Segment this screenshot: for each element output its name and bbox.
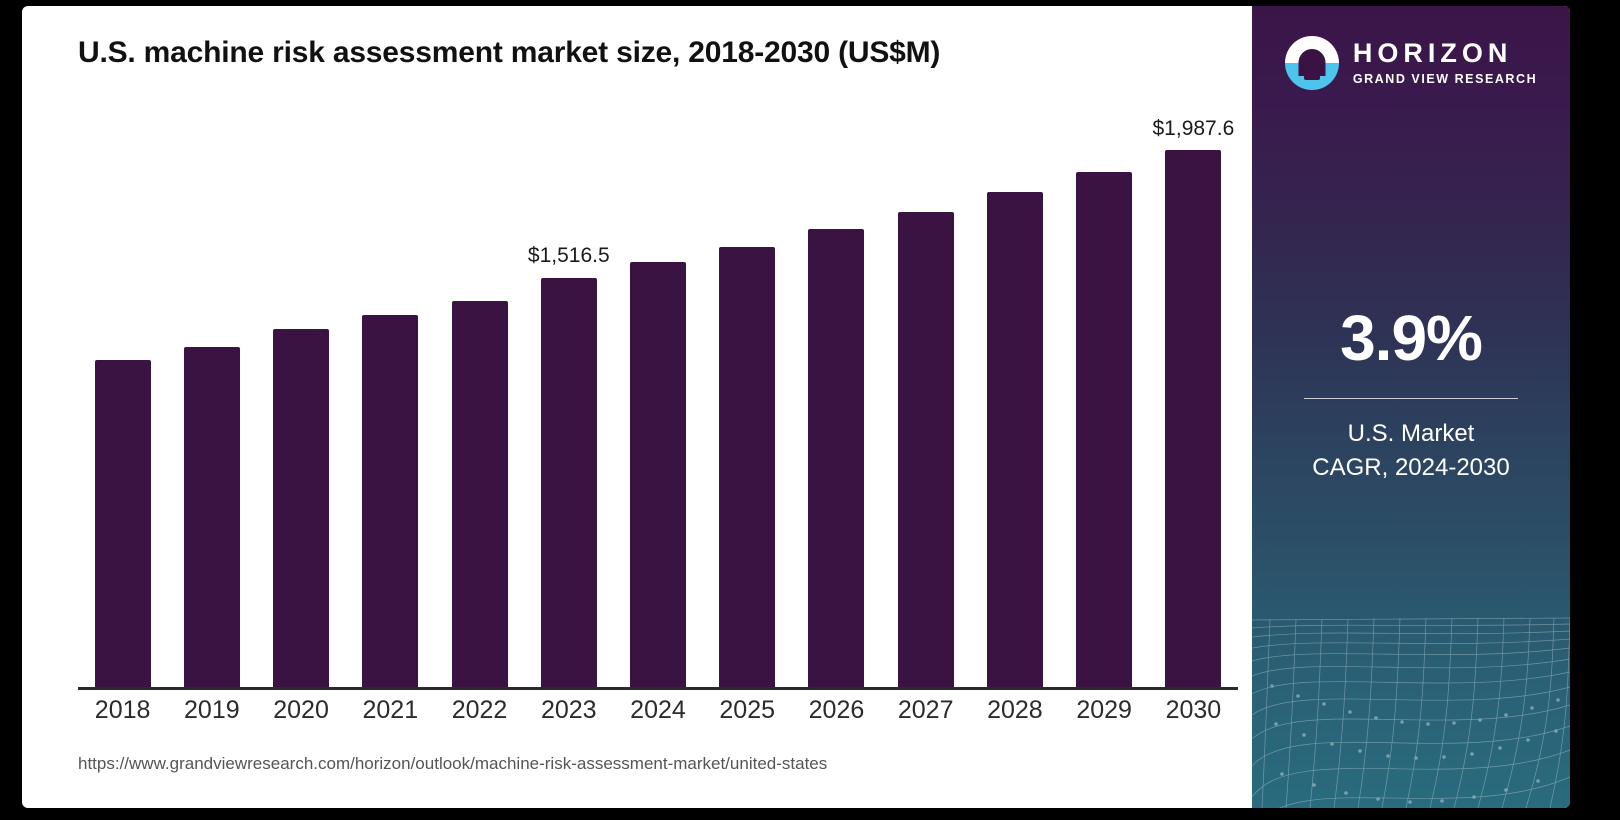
cagr-value: 3.9% — [1340, 302, 1483, 374]
bar-value-label-2030: $1,987.6 — [1152, 116, 1235, 140]
logo-main-text: HORIZON — [1352, 38, 1513, 69]
bar-2020[interactable] — [273, 329, 330, 688]
bar-2029[interactable] — [1076, 171, 1133, 688]
x-tick-2022: 2022 — [451, 696, 508, 724]
bar-2030[interactable] — [1165, 149, 1222, 688]
wireframe-mesh-graphic — [1252, 617, 1570, 808]
bar-2018[interactable] — [94, 359, 151, 688]
source-url[interactable]: https://www.grandviewresearch.com/horizo… — [78, 754, 828, 773]
x-tick-2030: 2030 — [1165, 696, 1222, 724]
x-tick-2019: 2019 — [184, 696, 240, 724]
x-tick-2018: 2018 — [94, 696, 151, 724]
x-tick-2020: 2020 — [273, 696, 329, 724]
sidebar-panel: HORIZON GRAND VIEW RESEARCH 3.9% U.S. Ma… — [1252, 6, 1570, 808]
x-axis-tick-labels: 2018 2019 2020 2021 2022 2023 2024 2025 2026 2027… — [78, 696, 1238, 736]
logo-bar-lower — [1303, 75, 1320, 80]
bar-2024[interactable] — [630, 262, 686, 688]
x-tick-2021: 2021 — [362, 696, 419, 724]
cagr-divider — [1304, 398, 1518, 399]
x-axis-line — [78, 687, 1238, 690]
x-tick-2026: 2026 — [808, 696, 865, 724]
bar-2027[interactable] — [897, 211, 954, 688]
horizon-sunrise-icon — [1284, 36, 1339, 90]
bar-2023[interactable] — [540, 277, 597, 688]
x-tick-2023: 2023 — [540, 696, 597, 724]
bar-2028[interactable] — [986, 191, 1043, 688]
page-title: U.S. machine risk assessment market size… — [78, 36, 941, 69]
bar-2019[interactable] — [183, 346, 240, 688]
cagr-caption-line1: U.S. Market — [1347, 420, 1475, 447]
x-tick-2027: 2027 — [897, 696, 954, 724]
x-tick-2025: 2025 — [719, 696, 776, 724]
bar-2022[interactable] — [451, 300, 508, 688]
bar-2025[interactable] — [719, 246, 776, 688]
logo-wordmark: HORIZON GRAND VIEW RESEARCH — [1353, 40, 1537, 86]
chart-card: U.S. machine risk assessment market size… — [22, 6, 1570, 808]
bar-2021[interactable] — [362, 314, 419, 688]
bar-2026[interactable] — [808, 229, 865, 688]
logo-bar-upper — [1299, 66, 1325, 71]
cagr-block: 3.9% U.S. Market CAGR, 2024-2030 — [1252, 306, 1570, 485]
x-tick-2029: 2029 — [1076, 696, 1132, 724]
logo-sub-text: GRAND VIEW RESEARCH — [1352, 72, 1538, 87]
horizon-logo: HORIZON GRAND VIEW RESEARCH — [1252, 32, 1570, 94]
cagr-caption-line2: CAGR, 2024-2030 — [1312, 454, 1510, 482]
bar-series: $1,516.5 $1,987.6 — [78, 106, 1238, 688]
logo-dome-shape — [1298, 49, 1326, 76]
x-tick-2028: 2028 — [987, 696, 1043, 724]
x-tick-2024: 2024 — [630, 696, 686, 724]
bar-value-label-2023: $1,516.5 — [527, 244, 610, 268]
